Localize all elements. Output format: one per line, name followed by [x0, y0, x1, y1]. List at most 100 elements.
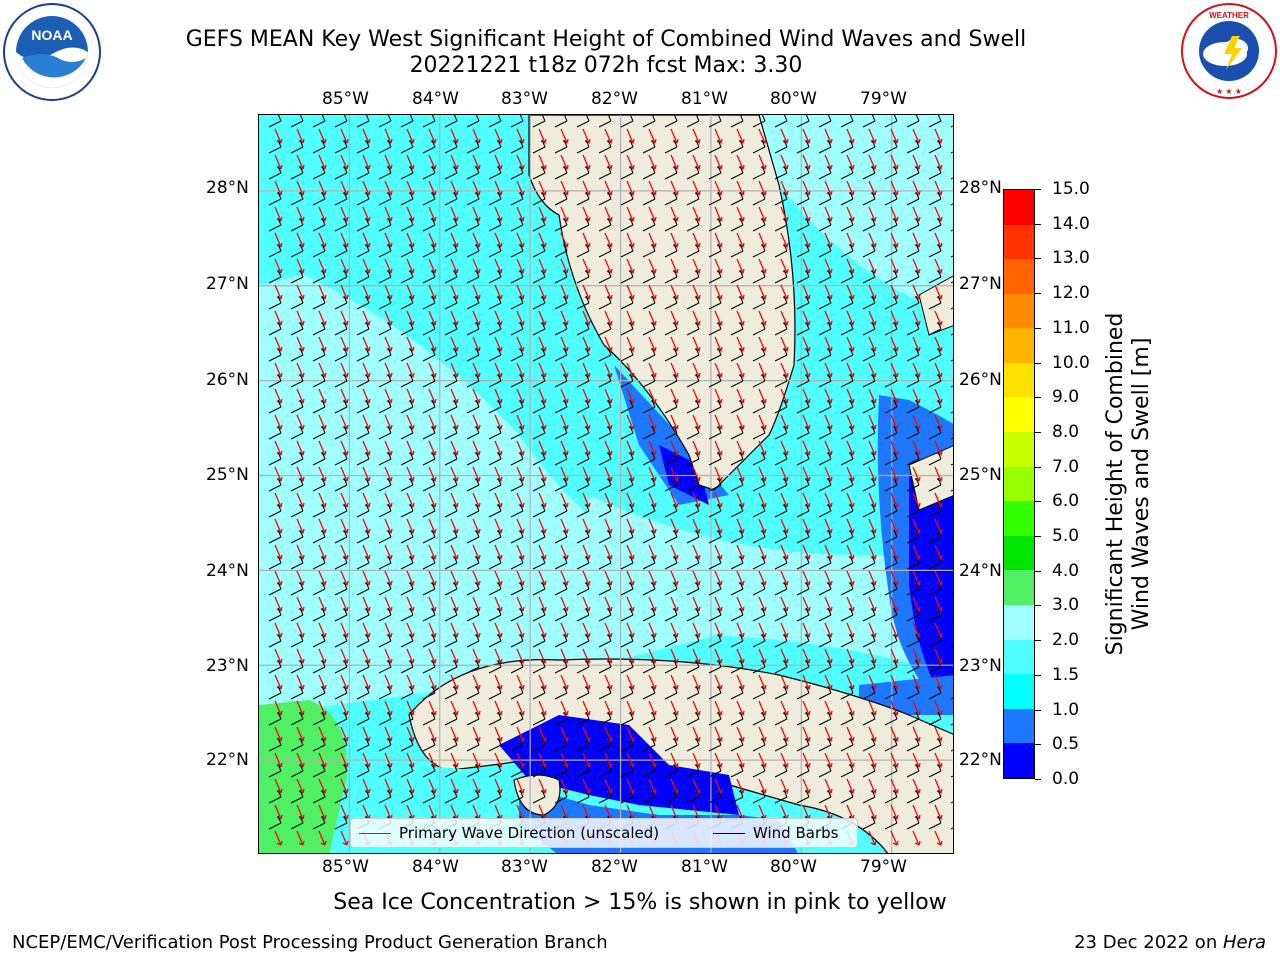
wind-barb: [598, 399, 612, 414]
wind-barb: [884, 711, 898, 726]
wind-barb: [422, 685, 436, 700]
wind-barb: [422, 711, 436, 726]
wind-barb: [620, 659, 634, 674]
wind-barb: [862, 139, 876, 154]
wind-barb: [730, 503, 744, 518]
lat-label-left: 27°N: [206, 274, 249, 294]
wind-barb: [268, 191, 282, 206]
wind-barb: [708, 503, 722, 518]
wind-barb: [818, 659, 832, 674]
wind-barb: [268, 165, 282, 180]
wind-barb: [796, 269, 810, 284]
wind-barb: [708, 763, 722, 778]
wind-barb: [730, 269, 744, 284]
lon-label-top: 80°W: [770, 89, 817, 109]
wind-barb: [686, 243, 700, 258]
wind-barb: [730, 295, 744, 310]
wind-barb: [752, 685, 766, 700]
wind-barb: [752, 451, 766, 466]
wind-barb: [796, 191, 810, 206]
wind-barb: [400, 451, 414, 466]
wind-barb: [818, 217, 832, 232]
wind-barb: [664, 139, 678, 154]
wind-barb: [818, 529, 832, 544]
wind-barb: [642, 217, 656, 232]
wind-barb: [444, 555, 458, 570]
wind-barb: [334, 425, 348, 440]
wind-barb: [554, 269, 568, 284]
wind-barb: [400, 555, 414, 570]
wind-barb: [378, 789, 392, 804]
wind-barb: [906, 217, 920, 232]
wind-barb: [818, 737, 832, 752]
wind-barb: [686, 373, 700, 388]
wind-barb: [906, 763, 920, 778]
wind-barb: [730, 659, 744, 674]
wind-barb: [268, 321, 282, 336]
wind-barb: [862, 815, 876, 830]
wind-barb: [510, 685, 524, 700]
wind-barb: [664, 477, 678, 492]
wind-barb: [642, 115, 656, 128]
wind-barb: [796, 711, 810, 726]
wind-barb: [884, 607, 898, 622]
wind-barb: [290, 555, 304, 570]
wind-barb: [664, 451, 678, 466]
wind-barb: [312, 581, 326, 596]
wind-barb: [554, 165, 568, 180]
colorbar-segment: [1004, 293, 1034, 329]
wind-barb: [686, 711, 700, 726]
wind-barb: [598, 529, 612, 544]
wind-barb: [554, 243, 568, 258]
wind-barb: [444, 115, 458, 128]
wind-barb: [444, 581, 458, 596]
wind-barb: [510, 165, 524, 180]
wind-barb: [774, 477, 788, 492]
wind-barb: [554, 295, 568, 310]
wind-barb: [796, 503, 810, 518]
footer-date: 23 Dec 2022 on Hera: [1074, 932, 1266, 953]
wind-barb: [466, 321, 480, 336]
wind-barb: [576, 347, 590, 362]
colorbar-tick: [1035, 189, 1041, 190]
wind-barb: [774, 581, 788, 596]
wind-barb: [774, 607, 788, 622]
wind-barb: [928, 789, 942, 804]
wind-barb: [422, 503, 436, 518]
wind-barb: [620, 269, 634, 284]
wind-barb: [312, 607, 326, 622]
wind-barb: [356, 243, 370, 258]
colorbar-tick: [1035, 327, 1041, 329]
wind-barb: [466, 763, 480, 778]
wind-barb: [774, 659, 788, 674]
wind-barb: [730, 633, 744, 648]
wind-barb: [928, 115, 942, 128]
wind-barb: [884, 295, 898, 310]
wind-barb: [334, 165, 348, 180]
wind-barb: [576, 659, 590, 674]
wind-barb: [334, 815, 348, 830]
lon-label-top: 81°W: [681, 89, 728, 109]
wind-barb: [576, 217, 590, 232]
wind-barb: [554, 711, 568, 726]
wind-barb: [862, 789, 876, 804]
wind-barb: [510, 373, 524, 388]
wind-barb: [268, 633, 282, 648]
wind-barb: [312, 659, 326, 674]
wind-barb: [906, 347, 920, 362]
wind-barb: [554, 399, 568, 414]
wind-barb: [576, 607, 590, 622]
wind-barb: [840, 347, 854, 362]
wind-barb: [774, 451, 788, 466]
wind-barb: [488, 763, 502, 778]
wind-barb: [268, 347, 282, 362]
lat-label-right: 23°N: [959, 656, 1002, 676]
colorbar-tick: [1035, 536, 1041, 538]
wind-barb: [752, 659, 766, 674]
wind-barb: [796, 115, 810, 128]
wind-barb: [752, 269, 766, 284]
colorbar-tick: [1035, 362, 1041, 364]
colorbar-segment: [1004, 708, 1034, 744]
wind-barb: [378, 321, 392, 336]
wind-barb: [378, 607, 392, 622]
